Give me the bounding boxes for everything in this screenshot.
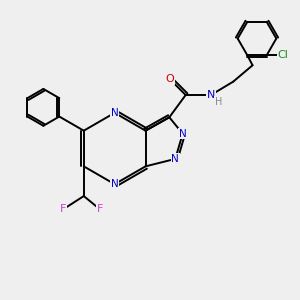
Text: H: H [215,97,222,106]
Text: N: N [111,108,119,118]
Text: N: N [111,179,119,189]
Text: F: F [97,204,103,214]
Text: Cl: Cl [278,50,288,60]
Text: N: N [171,154,179,164]
Text: F: F [60,204,66,214]
Text: O: O [165,74,174,84]
Text: N: N [179,129,187,139]
Text: N: N [207,90,215,100]
